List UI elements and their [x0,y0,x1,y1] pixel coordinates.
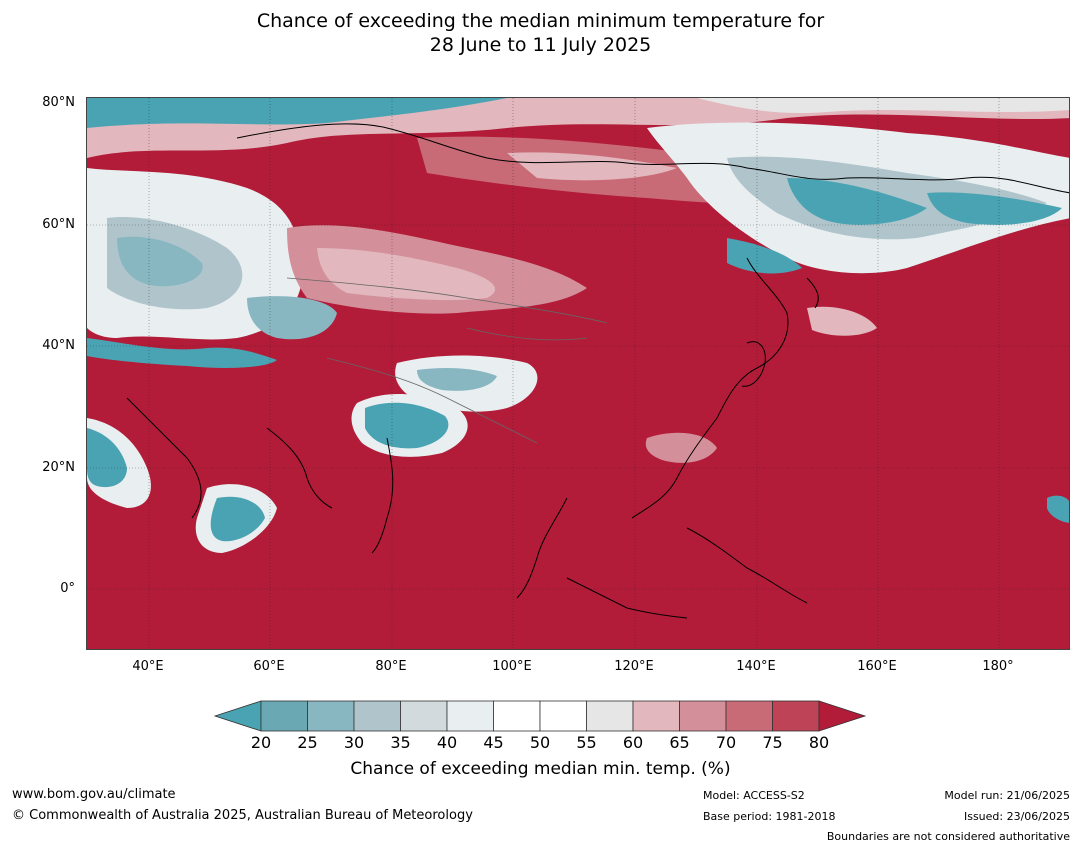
footer-copyright: © Commonwealth of Australia 2025, Austra… [12,808,473,823]
colorbar-tick-label: 80 [808,733,830,752]
lon-label-120e: 120°E [614,659,654,674]
footer-disclaimer: Boundaries are not considered authoritat… [826,830,1070,843]
lat-label-20n: 20°N [42,460,75,475]
lon-label-60e: 60°E [253,659,285,674]
map-title-line2: 28 June to 11 July 2025 [429,34,652,56]
colorbar-cell [725,700,773,732]
lat-label-80n: 80°N [42,95,75,110]
colorbar-tick-label: 75 [762,733,783,752]
colorbar-cell [400,700,448,732]
colorbar-cell [260,700,308,732]
footer-model: Model: ACCESS-S2 [703,789,805,802]
colorbar-cell [493,700,541,732]
colorbar-cell [353,700,401,732]
lon-label-140e: 140°E [736,659,776,674]
colorbar [214,700,867,732]
colorbar-tick-label: 30 [343,733,365,752]
colorbar-cell [586,700,634,732]
footer-model-run: Model run: 21/06/2025 [944,789,1070,802]
colorbar-label: Chance of exceeding median min. temp. (%… [350,759,731,779]
colorbar-tick-label: 20 [250,733,272,752]
lat-label-40n: 40°N [42,338,75,353]
map-title-line1: Chance of exceeding the median minimum t… [256,10,825,32]
footer-base-period: Base period: 1981-2018 [703,810,836,823]
colorbar-extend-low [214,700,262,732]
lon-label-100e: 100°E [492,659,532,674]
colorbar-tick-label: 40 [436,733,458,752]
lon-label-160e: 160°E [857,659,897,674]
colorbar-tick-label: 60 [622,733,644,752]
colorbar-cell [632,700,680,732]
colorbar-tick-label: 70 [715,733,737,752]
colorbar-cell [679,700,727,732]
colorbar-cell [446,700,494,732]
colorbar-tick-label: 35 [390,733,411,752]
footer-issued: Issued: 23/06/2025 [963,810,1070,823]
lon-label-80e: 80°E [375,659,407,674]
colorbar-tick-label: 25 [297,733,318,752]
colorbar-tick-label: 65 [669,733,690,752]
colorbar-cell [772,700,820,732]
lat-label-60n: 60°N [42,217,75,232]
probability-map [86,97,1070,650]
colorbar-tick-label: 55 [576,733,597,752]
lat-label-0: 0° [60,581,75,596]
lon-label-40e: 40°E [132,659,164,674]
colorbar-tick-label: 45 [483,733,504,752]
footer-website: www.bom.gov.au/climate [12,787,176,802]
colorbar-extend-high [818,700,867,732]
colorbar-cell [539,700,587,732]
map-canvas [87,98,1069,649]
colorbar-tick-label: 50 [529,733,551,752]
lon-label-180: 180° [982,659,1014,674]
colorbar-cell [307,700,355,732]
